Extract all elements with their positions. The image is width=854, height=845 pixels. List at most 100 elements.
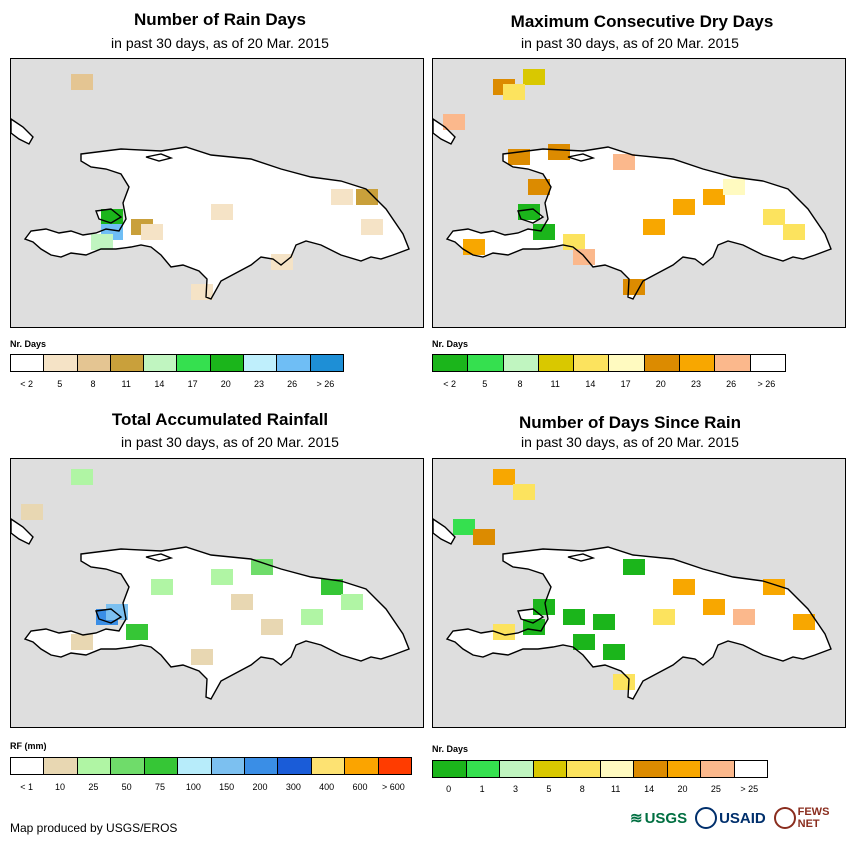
legend-label: 11	[550, 379, 560, 389]
legend-swatch	[503, 355, 539, 371]
legend-label: 14	[585, 379, 596, 389]
legend-label: 5	[482, 379, 488, 389]
legend-swatch	[11, 758, 45, 774]
grid-cell	[623, 559, 645, 575]
legend-label: 26	[726, 379, 737, 389]
legend-label: 14	[154, 379, 165, 389]
legend-title-max-dry-days: Nr. Days	[432, 339, 469, 349]
legend-swatch	[210, 355, 245, 371]
legend-swatch	[433, 355, 469, 371]
fews-seal-icon	[773, 807, 796, 829]
coastline	[23, 146, 410, 300]
grid-cell	[523, 69, 545, 85]
grid-cell	[261, 619, 283, 635]
grid-cell	[783, 224, 805, 240]
legend-label: 17	[620, 379, 631, 389]
coastline	[445, 146, 832, 300]
coastline	[445, 546, 832, 700]
coastline	[517, 608, 545, 624]
grid-cell	[613, 154, 635, 170]
legend-swatch	[111, 758, 145, 774]
panel-title-total-rainfall: Total Accumulated Rainfall	[111, 410, 329, 429]
legend-swatch	[538, 355, 575, 371]
grid-cell	[211, 569, 233, 585]
grid-cell	[493, 469, 515, 485]
grid-cell	[703, 189, 725, 205]
legend-swatch	[701, 761, 735, 777]
legend-label: 5	[546, 784, 552, 794]
map-total-rainfall	[10, 458, 424, 728]
coastline	[433, 518, 456, 545]
legend-label: 0	[446, 784, 452, 794]
grid-cell	[106, 604, 128, 620]
legend-label: 25	[88, 782, 99, 792]
usgs-logo-text: USGS	[644, 809, 688, 827]
legend-swatch	[644, 355, 681, 371]
legend-swatch	[500, 761, 534, 777]
legend-bar-max-dry-days	[432, 354, 786, 372]
legend-label: 14	[644, 784, 655, 794]
grid-cell	[548, 144, 570, 160]
map-credit: Map produced by USGS/EROS	[10, 821, 178, 835]
legend-labels-max-dry-days: < 2 5 8 11 14 17 20 23 26 > 26	[432, 379, 784, 391]
fews-logo-text: FEWS NET	[797, 806, 830, 830]
legend-label: 8	[517, 379, 523, 389]
legend-label: 20	[220, 379, 231, 389]
legend-bar-days-since-rain	[432, 760, 768, 778]
grid-cell	[733, 609, 755, 625]
grid-cell	[623, 279, 645, 295]
map-svg	[433, 469, 832, 700]
coastline	[567, 153, 596, 162]
panel-title-max-dry-days: Maximum Consecutive Dry Days	[510, 12, 774, 31]
grid-cell	[91, 234, 113, 250]
grid-cell	[321, 579, 343, 595]
coastline	[23, 546, 410, 700]
coastline	[567, 553, 596, 562]
land-area	[11, 119, 33, 144]
legend-swatch	[278, 758, 312, 774]
usaid-logo: USAID	[695, 807, 766, 829]
grid-cell	[251, 559, 273, 575]
grid-cell	[763, 209, 785, 225]
land-area	[447, 547, 831, 699]
legend-label: 5	[57, 379, 63, 389]
legend-label: 150	[219, 782, 235, 792]
grid-cell	[71, 634, 93, 650]
legend-swatch	[211, 758, 245, 774]
legend-swatch	[177, 355, 211, 371]
legend-swatch	[178, 758, 212, 774]
panel-subtitle-days-since-rain: in past 30 days, as of 20 Mar. 2015	[521, 434, 739, 450]
legend-label: 400	[319, 782, 335, 792]
legend-swatch	[77, 355, 111, 371]
legend-swatch	[345, 758, 379, 774]
legend-bar-rain-days	[10, 354, 344, 372]
grid-cell	[71, 469, 93, 485]
panel-subtitle-total-rainfall: in past 30 days, as of 20 Mar. 2015	[121, 434, 339, 450]
grid-cell	[723, 179, 745, 195]
legend-swatch	[244, 355, 278, 371]
legend-label: 8	[90, 379, 96, 389]
legend-label: 1	[479, 784, 485, 794]
grid-cell	[503, 84, 525, 100]
coastline	[145, 553, 174, 562]
usaid-seal-icon	[695, 807, 718, 829]
legend-swatch	[750, 355, 785, 371]
legend-label: 200	[252, 782, 268, 792]
grid-cell	[673, 199, 695, 215]
grid-cell	[673, 579, 695, 595]
panel-subtitle-max-dry-days: in past 30 days, as of 20 Mar. 2015	[521, 35, 739, 51]
legend-label: 23	[253, 379, 265, 389]
coastline	[433, 118, 456, 145]
legend-swatch	[574, 355, 610, 371]
land-area	[25, 147, 409, 299]
grid-cell	[518, 204, 540, 220]
land-area	[25, 547, 409, 699]
legend-swatch	[144, 355, 178, 371]
legend-label: 11	[121, 379, 131, 389]
legend-label: 75	[154, 782, 166, 792]
grid-cell	[331, 189, 353, 205]
legend-swatch	[715, 355, 751, 371]
legend-swatch	[567, 761, 601, 777]
usaid-logo-text: USAID	[719, 809, 766, 827]
grid-cell	[653, 609, 675, 625]
